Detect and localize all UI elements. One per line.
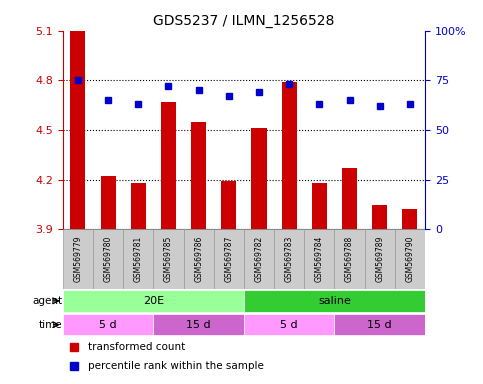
Title: GDS5237 / ILMN_1256528: GDS5237 / ILMN_1256528: [153, 14, 335, 28]
Bar: [282, 82, 297, 229]
Text: 5 d: 5 d: [281, 319, 298, 330]
Bar: [191, 122, 206, 229]
FancyBboxPatch shape: [154, 229, 184, 289]
Text: GSM569785: GSM569785: [164, 235, 173, 282]
Bar: [342, 168, 357, 229]
Text: GSM569787: GSM569787: [224, 235, 233, 282]
Bar: [161, 102, 176, 229]
FancyBboxPatch shape: [123, 229, 154, 289]
Bar: [252, 128, 267, 229]
Bar: [131, 183, 146, 229]
FancyBboxPatch shape: [334, 314, 425, 335]
Text: 20E: 20E: [143, 296, 164, 306]
FancyBboxPatch shape: [244, 314, 334, 335]
Bar: [100, 176, 115, 229]
FancyBboxPatch shape: [365, 229, 395, 289]
Text: GSM569790: GSM569790: [405, 235, 414, 282]
Text: 5 d: 5 d: [99, 319, 117, 330]
FancyBboxPatch shape: [274, 229, 304, 289]
FancyBboxPatch shape: [395, 229, 425, 289]
Text: agent: agent: [33, 296, 63, 306]
Text: GSM569788: GSM569788: [345, 235, 354, 281]
Text: GSM569781: GSM569781: [134, 235, 143, 281]
FancyBboxPatch shape: [304, 229, 334, 289]
FancyBboxPatch shape: [63, 314, 154, 335]
Text: GSM569786: GSM569786: [194, 235, 203, 282]
FancyBboxPatch shape: [244, 229, 274, 289]
FancyBboxPatch shape: [334, 229, 365, 289]
Bar: [372, 205, 387, 229]
Text: GSM569783: GSM569783: [284, 235, 294, 282]
Text: transformed count: transformed count: [88, 341, 185, 351]
Bar: [221, 181, 236, 229]
Text: GSM569779: GSM569779: [73, 235, 83, 282]
Text: GSM569784: GSM569784: [315, 235, 324, 282]
Text: GSM569789: GSM569789: [375, 235, 384, 282]
Text: GSM569780: GSM569780: [103, 235, 113, 282]
FancyBboxPatch shape: [244, 290, 425, 311]
Text: GSM569782: GSM569782: [255, 235, 264, 281]
Text: saline: saline: [318, 296, 351, 306]
Bar: [71, 31, 85, 229]
Text: 15 d: 15 d: [186, 319, 211, 330]
FancyBboxPatch shape: [93, 229, 123, 289]
FancyBboxPatch shape: [184, 229, 213, 289]
Text: 15 d: 15 d: [368, 319, 392, 330]
FancyBboxPatch shape: [213, 229, 244, 289]
FancyBboxPatch shape: [63, 290, 244, 311]
FancyBboxPatch shape: [63, 229, 93, 289]
FancyBboxPatch shape: [154, 314, 244, 335]
Bar: [312, 183, 327, 229]
Text: percentile rank within the sample: percentile rank within the sample: [88, 361, 264, 371]
Text: time: time: [39, 319, 63, 330]
Bar: [402, 210, 417, 229]
